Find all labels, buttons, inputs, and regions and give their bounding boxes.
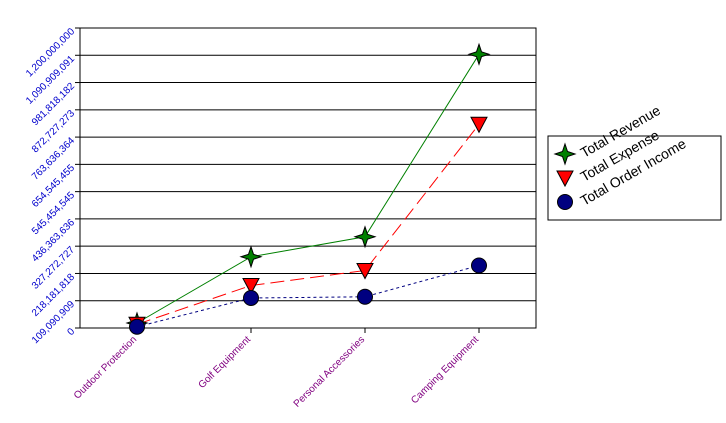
data-point-series-1 xyxy=(356,263,374,280)
data-point-series-2 xyxy=(129,318,145,335)
series-line-2 xyxy=(136,265,480,328)
data-point-series-1 xyxy=(470,116,488,134)
data-point-series-0 xyxy=(353,225,377,249)
x-category-label: Golf Equipment xyxy=(197,334,254,391)
data-series xyxy=(125,42,491,335)
data-point-series-0 xyxy=(467,42,491,66)
data-point-series-0 xyxy=(239,245,263,269)
gridlines xyxy=(75,27,536,329)
series-line-0 xyxy=(136,54,480,324)
legend-marker xyxy=(556,170,574,188)
series-line-1 xyxy=(136,123,480,325)
data-point-series-2 xyxy=(471,257,487,274)
data-point-series-2 xyxy=(357,288,373,305)
x-category-label: Outdoor Protection xyxy=(72,334,139,401)
data-point-series-2 xyxy=(243,290,259,306)
data-point-series-1 xyxy=(242,278,260,295)
x-category-label: Camping Equipment xyxy=(409,334,481,406)
x-category-label: Personal Accessories xyxy=(292,334,367,409)
plot-area xyxy=(79,27,537,329)
x-axis-tick-labels: Outdoor Protection Golf Equipment Personal… xyxy=(72,328,481,410)
y-axis-tick-labels: 0109,090,909218,181,818327,272,727436,36… xyxy=(24,26,77,346)
legend-marker xyxy=(553,142,577,166)
legend-marker xyxy=(557,194,573,210)
legend-box xyxy=(547,135,722,221)
